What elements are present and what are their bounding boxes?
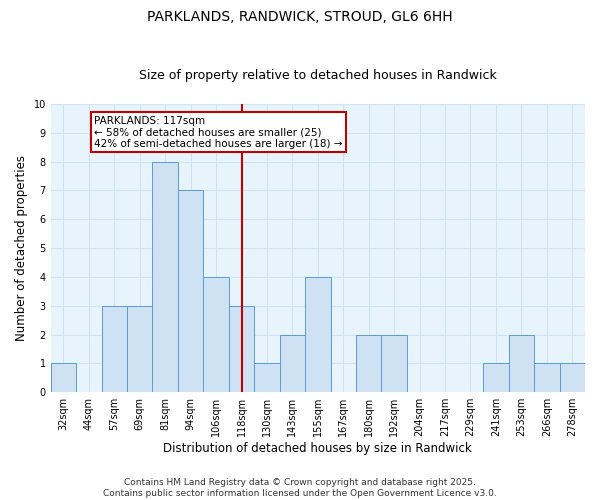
Bar: [382, 334, 407, 392]
Text: PARKLANDS: 117sqm
← 58% of detached houses are smaller (25)
42% of semi-detached: PARKLANDS: 117sqm ← 58% of detached hous…: [94, 116, 343, 148]
Bar: [254, 364, 280, 392]
Bar: [152, 162, 178, 392]
Text: PARKLANDS, RANDWICK, STROUD, GL6 6HH: PARKLANDS, RANDWICK, STROUD, GL6 6HH: [147, 10, 453, 24]
Bar: [560, 364, 585, 392]
Bar: [101, 306, 127, 392]
Bar: [127, 306, 152, 392]
Bar: [356, 334, 382, 392]
Y-axis label: Number of detached properties: Number of detached properties: [15, 155, 28, 341]
Bar: [305, 277, 331, 392]
Bar: [280, 334, 305, 392]
Bar: [50, 364, 76, 392]
Bar: [509, 334, 534, 392]
Title: Size of property relative to detached houses in Randwick: Size of property relative to detached ho…: [139, 69, 497, 82]
X-axis label: Distribution of detached houses by size in Randwick: Distribution of detached houses by size …: [163, 442, 472, 455]
Bar: [229, 306, 254, 392]
Bar: [203, 277, 229, 392]
Bar: [178, 190, 203, 392]
Text: Contains HM Land Registry data © Crown copyright and database right 2025.
Contai: Contains HM Land Registry data © Crown c…: [103, 478, 497, 498]
Bar: [483, 364, 509, 392]
Bar: [534, 364, 560, 392]
